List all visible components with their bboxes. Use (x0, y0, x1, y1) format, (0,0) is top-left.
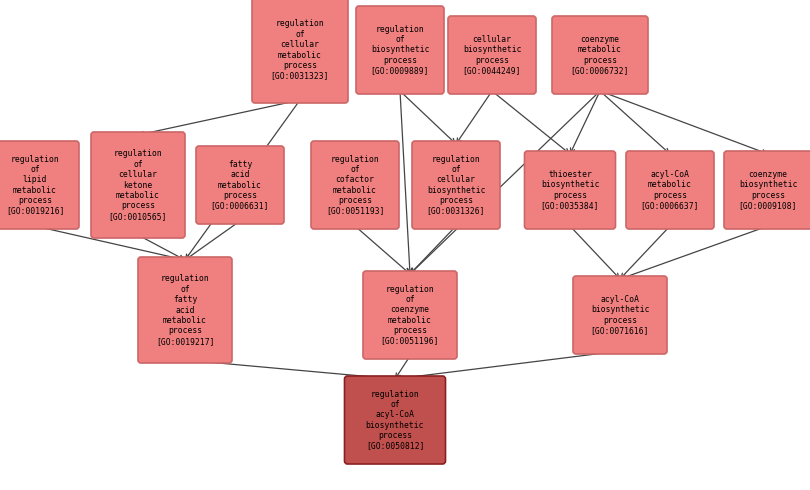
Text: regulation
of
cellular
ketone
metabolic
process
[GO:0010565]: regulation of cellular ketone metabolic … (109, 149, 167, 220)
Text: regulation
of
coenzyme
metabolic
process
[GO:0051196]: regulation of coenzyme metabolic process… (381, 285, 439, 345)
Text: coenzyme
metabolic
process
[GO:0006732]: coenzyme metabolic process [GO:0006732] (571, 35, 629, 75)
FancyBboxPatch shape (356, 6, 444, 94)
Text: acyl-CoA
metabolic
process
[GO:0006637]: acyl-CoA metabolic process [GO:0006637] (641, 170, 699, 210)
FancyBboxPatch shape (552, 16, 648, 94)
Text: acyl-CoA
biosynthetic
process
[GO:0071616]: acyl-CoA biosynthetic process [GO:007161… (590, 295, 650, 335)
FancyBboxPatch shape (573, 276, 667, 354)
FancyBboxPatch shape (626, 151, 714, 229)
FancyBboxPatch shape (724, 151, 810, 229)
FancyBboxPatch shape (311, 141, 399, 229)
FancyBboxPatch shape (196, 146, 284, 224)
Text: regulation
of
cellular
metabolic
process
[GO:0031323]: regulation of cellular metabolic process… (271, 20, 329, 80)
Text: coenzyme
biosynthetic
process
[GO:0009108]: coenzyme biosynthetic process [GO:000910… (739, 170, 797, 210)
Text: regulation
of
acyl-CoA
biosynthetic
process
[GO:0050812]: regulation of acyl-CoA biosynthetic proc… (366, 390, 424, 450)
FancyBboxPatch shape (448, 16, 536, 94)
Text: regulation
of
biosynthetic
process
[GO:0009889]: regulation of biosynthetic process [GO:0… (371, 24, 429, 75)
FancyBboxPatch shape (0, 141, 79, 229)
Text: regulation
of
fatty
acid
metabolic
process
[GO:0019217]: regulation of fatty acid metabolic proce… (156, 274, 215, 346)
Text: regulation
of
cellular
biosynthetic
process
[GO:0031326]: regulation of cellular biosynthetic proc… (427, 154, 485, 216)
FancyBboxPatch shape (344, 376, 446, 464)
Text: regulation
of
cofactor
metabolic
process
[GO:0051193]: regulation of cofactor metabolic process… (326, 154, 384, 216)
FancyBboxPatch shape (412, 141, 500, 229)
FancyBboxPatch shape (525, 151, 616, 229)
Text: thioester
biosynthetic
process
[GO:0035384]: thioester biosynthetic process [GO:00353… (541, 170, 599, 210)
FancyBboxPatch shape (91, 132, 185, 238)
Text: regulation
of
lipid
metabolic
process
[GO:0019216]: regulation of lipid metabolic process [G… (6, 154, 64, 216)
FancyBboxPatch shape (252, 0, 348, 103)
Text: fatty
acid
metabolic
process
[GO:0006631]: fatty acid metabolic process [GO:0006631… (211, 160, 269, 210)
Text: cellular
biosynthetic
process
[GO:0044249]: cellular biosynthetic process [GO:004424… (463, 35, 522, 75)
FancyBboxPatch shape (138, 257, 232, 363)
FancyBboxPatch shape (363, 271, 457, 359)
